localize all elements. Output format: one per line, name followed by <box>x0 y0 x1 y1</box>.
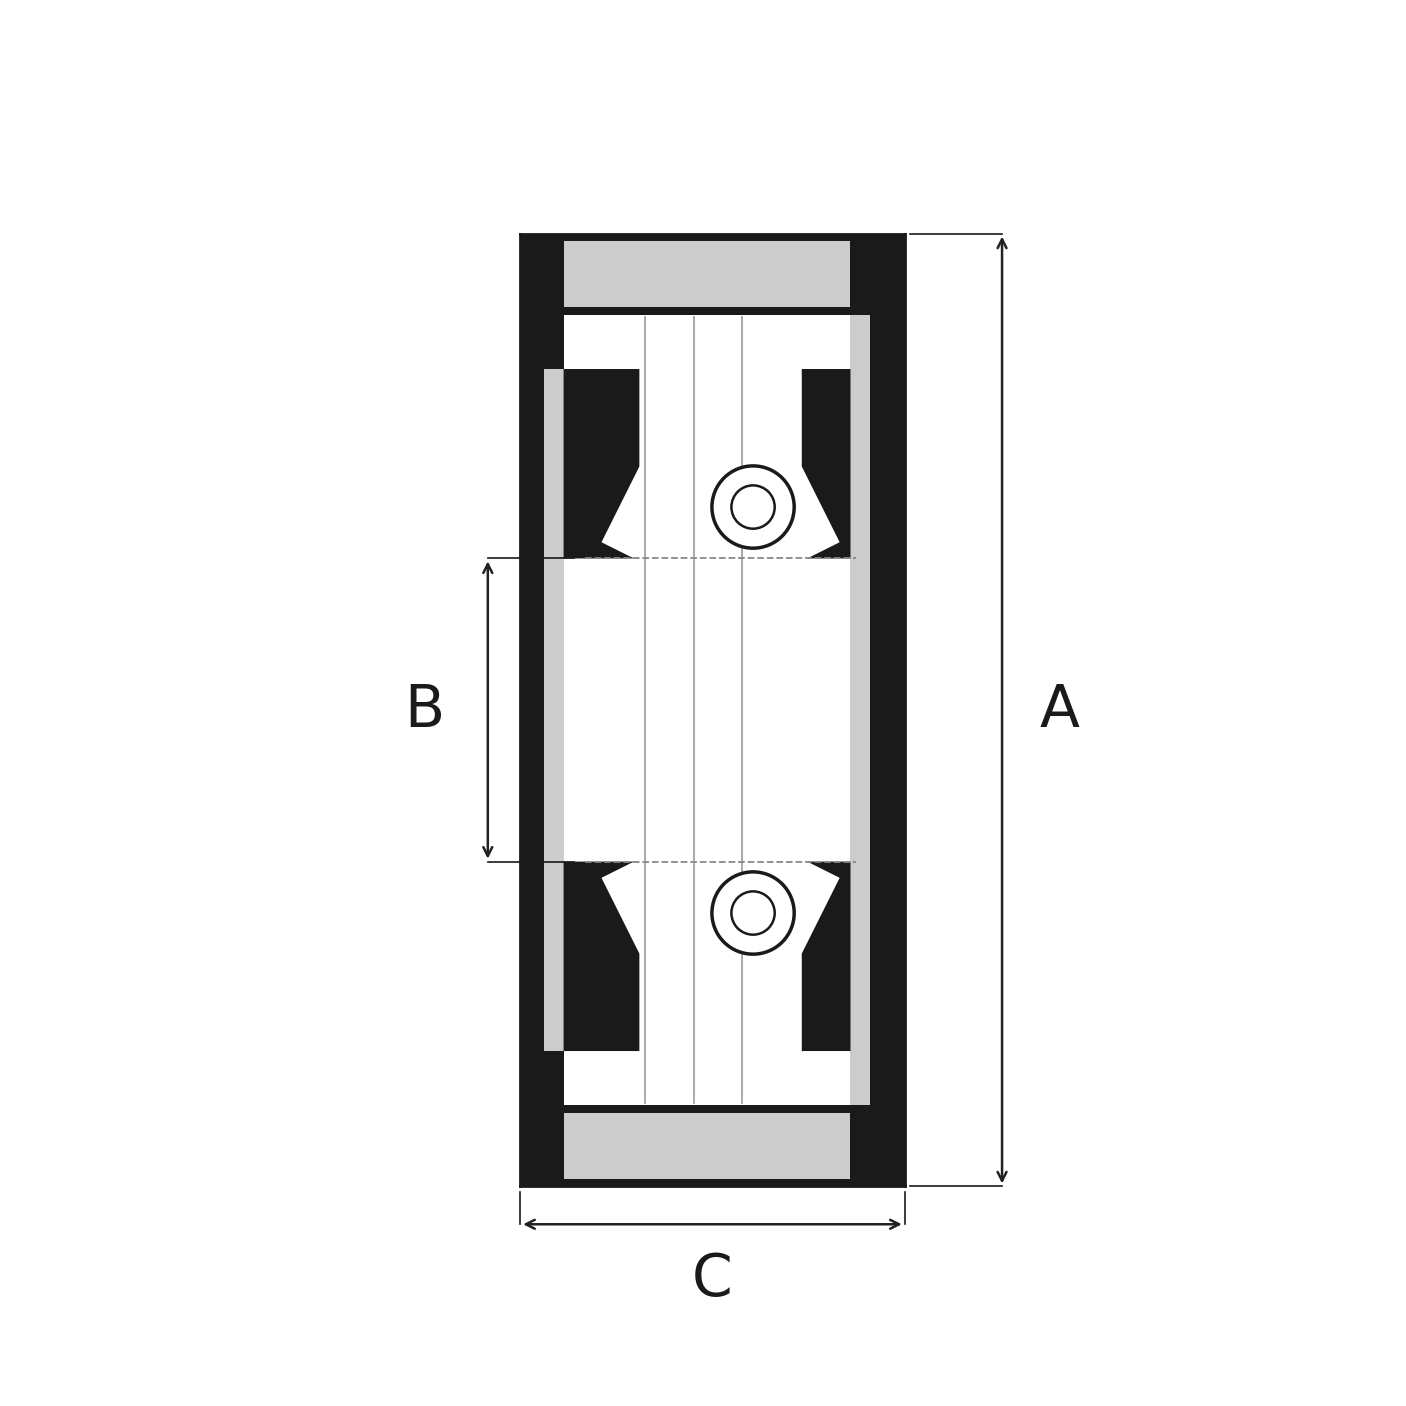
Text: A: A <box>1040 682 1080 738</box>
Polygon shape <box>851 315 870 1105</box>
Text: C: C <box>692 1251 733 1309</box>
Polygon shape <box>640 558 801 862</box>
Circle shape <box>711 872 794 955</box>
Polygon shape <box>520 1052 564 1105</box>
Polygon shape <box>544 368 564 1052</box>
Polygon shape <box>520 233 904 315</box>
Polygon shape <box>801 862 851 1052</box>
Text: B: B <box>405 682 444 738</box>
Circle shape <box>731 891 775 935</box>
Polygon shape <box>564 1112 851 1178</box>
Polygon shape <box>851 315 904 1105</box>
Circle shape <box>711 465 794 548</box>
Polygon shape <box>520 315 564 368</box>
Polygon shape <box>564 368 640 558</box>
Polygon shape <box>564 242 851 308</box>
Polygon shape <box>564 862 640 1052</box>
Polygon shape <box>640 1052 801 1105</box>
Polygon shape <box>640 315 801 368</box>
Polygon shape <box>520 1105 904 1187</box>
Circle shape <box>731 485 775 529</box>
Polygon shape <box>520 368 564 1052</box>
Polygon shape <box>801 368 851 558</box>
